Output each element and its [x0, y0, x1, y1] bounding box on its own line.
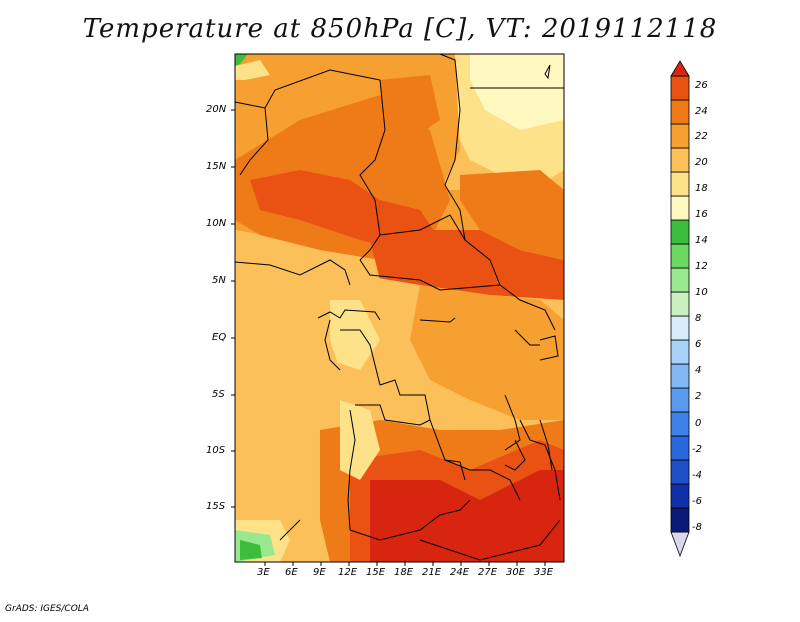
colorbar-segment	[670, 387, 690, 413]
colorbar-label: 12	[695, 261, 708, 272]
colorbar-segment	[670, 123, 690, 149]
colorbar-segment	[670, 147, 690, 173]
lat-label: 10N	[206, 218, 227, 229]
lon-label: 21E	[422, 567, 442, 578]
colorbar-label: 22	[695, 131, 708, 142]
colorbar-label: 16	[695, 209, 708, 220]
colorbar-segment	[670, 171, 690, 197]
colorbar-arrow-top	[670, 60, 690, 77]
colorbar-arrow-bottom	[670, 531, 690, 558]
lon-label: 3E	[257, 567, 270, 578]
footer-credit: GrADS: IGES/COLA	[5, 604, 89, 614]
lon-label: 15E	[366, 567, 386, 578]
colorbar-label: 26	[695, 80, 708, 91]
colorbar-label: -4	[692, 470, 702, 481]
colorbar-label: -2	[692, 444, 702, 455]
colorbar	[670, 60, 690, 558]
colorbar-segment	[670, 291, 690, 317]
chart-title: Temperature at 850hPa [C], VT: 201911211…	[82, 14, 718, 44]
colorbar-label: 10	[695, 287, 708, 298]
colorbar-label: 2	[695, 391, 702, 402]
colorbar-segment	[670, 219, 690, 245]
colorbar-label: 4	[695, 365, 702, 376]
colorbar-segment	[670, 315, 690, 341]
lat-label: 5N	[212, 275, 226, 286]
lon-label: 33E	[534, 567, 554, 578]
colorbar-label: -6	[692, 496, 702, 507]
colorbar-segment	[670, 99, 690, 125]
lat-label: 15S	[206, 501, 226, 512]
map-frame	[234, 53, 565, 563]
colorbar-label: 24	[695, 106, 708, 117]
colorbar-segment	[670, 75, 690, 101]
colorbar-segment	[670, 363, 690, 389]
lat-label: 10S	[206, 445, 226, 456]
colorbar-segment	[670, 339, 690, 365]
lon-label: 27E	[478, 567, 498, 578]
colorbar-segment	[670, 459, 690, 485]
country-borders	[235, 54, 564, 561]
colorbar-segment	[670, 507, 690, 533]
temperature-field	[235, 54, 564, 562]
colorbar-segment	[670, 243, 690, 269]
lon-label: 9E	[313, 567, 326, 578]
lon-label: 24E	[450, 567, 470, 578]
colorbar-segment	[670, 267, 690, 293]
tick-marks	[231, 109, 546, 566]
lon-label: 30E	[506, 567, 526, 578]
lat-label: 5S	[212, 389, 225, 400]
colorbar-label: 18	[695, 183, 708, 194]
colorbar-segment	[670, 435, 690, 461]
colorbar-label: 8	[695, 313, 702, 324]
colorbar-segment	[670, 483, 690, 509]
lat-label: 20N	[206, 104, 227, 115]
lat-label: EQ	[212, 332, 227, 343]
lon-label: 12E	[338, 567, 358, 578]
colorbar-segment	[670, 195, 690, 221]
colorbar-label: -8	[692, 522, 702, 533]
colorbar-label: 14	[695, 235, 708, 246]
lon-label: 18E	[394, 567, 414, 578]
lon-label: 6E	[285, 567, 298, 578]
colorbar-label: 0	[695, 418, 702, 429]
colorbar-label: 6	[695, 339, 702, 350]
colorbar-label: 20	[695, 157, 708, 168]
lat-label: 15N	[206, 161, 227, 172]
colorbar-segment	[670, 411, 690, 437]
